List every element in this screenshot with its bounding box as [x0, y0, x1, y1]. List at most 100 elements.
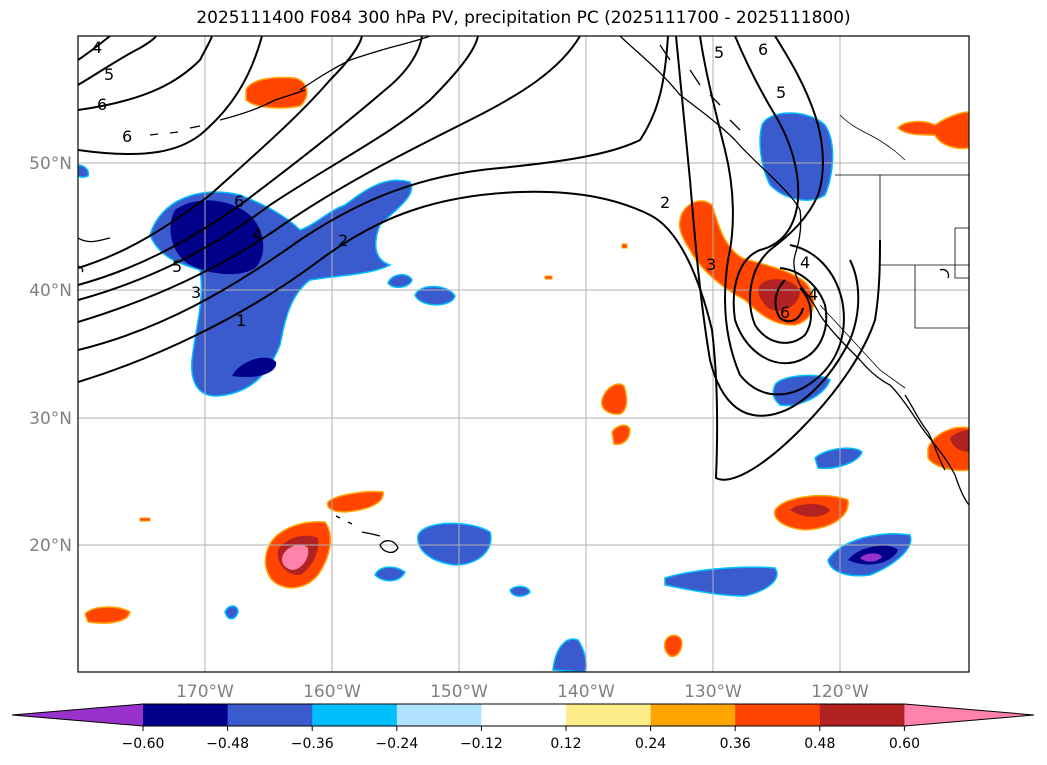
colorbar-tick-label: 0.12	[550, 736, 581, 752]
colorbar-swatch	[481, 704, 567, 726]
pv-contour-5	[78, 36, 423, 286]
precip-pos-dot-3	[621, 243, 628, 249]
colorbar-tick-label: −0.24	[375, 736, 418, 752]
contour-label: 5	[776, 83, 786, 102]
colorbar-swatch	[143, 704, 229, 726]
contour-label: 3	[706, 255, 716, 274]
map-frame	[77, 35, 970, 673]
precip-neg-pnw	[759, 112, 834, 201]
lon-label: 170°W	[176, 682, 234, 702]
precip-neg-mex	[814, 447, 863, 470]
contour-label: 6	[780, 303, 790, 322]
precip-neg-hawaii-e	[417, 522, 492, 566]
pv-contour-trough-1	[675, 36, 860, 417]
colorbar: −0.60 −0.48 −0.36 −0.24 −0.12 0.12 0.24 0.36 0.4…	[11, 703, 1035, 752]
precip-pos-mexico-core	[950, 430, 969, 452]
lat-label: 30°N	[29, 409, 72, 429]
precip-pos-west-coast-core	[758, 279, 800, 311]
precip-pos-dot	[139, 517, 151, 522]
colorbar-swatch	[566, 704, 652, 726]
precip-neg-core	[170, 200, 264, 275]
contour-label: 4	[92, 38, 102, 57]
map-title: 2025111400 F084 300 hPa PV, precipitatio…	[196, 8, 851, 28]
contour-label: 4	[808, 285, 818, 304]
pv-contour-9	[78, 36, 157, 86]
colorbar-tick-label: 0.24	[635, 736, 666, 752]
lat-label: 20°N	[29, 536, 72, 556]
coastlines	[78, 36, 969, 554]
precip-pos-alaska	[245, 76, 308, 109]
pv-contour-3	[78, 36, 581, 323]
contour-label: 4	[252, 225, 262, 244]
latitude-labels: 50°N 40°N 30°N 20°N	[29, 154, 72, 556]
pv-contour-1	[78, 190, 881, 481]
precip-pos-pacific-1	[601, 383, 628, 415]
colorbar-swatch	[312, 704, 398, 726]
colorbar-tick-label: −0.48	[206, 736, 249, 752]
pv-contour-trough-5	[774, 279, 804, 323]
pv-contours	[78, 36, 881, 481]
pv-contour-7	[78, 36, 263, 155]
longitude-labels: 170°W 160°W 150°W 140°W 130°W 120°W	[176, 682, 869, 702]
colorbar-extend-min	[12, 704, 143, 726]
pv-contour-2	[78, 36, 669, 351]
precip-neg-west-edge	[78, 164, 90, 178]
precip-neg-small-1	[387, 274, 413, 288]
pv-contour-6	[78, 36, 363, 269]
colorbar-swatch	[227, 704, 313, 726]
precip-neg-band	[664, 566, 778, 597]
colorbar-tick-label: 0.36	[720, 736, 751, 752]
lon-label: 120°W	[811, 682, 869, 702]
contour-label: 6	[234, 192, 244, 211]
contour-label: 3	[191, 283, 201, 302]
precip-neg-baja	[772, 374, 831, 407]
pv-contour-10	[78, 36, 111, 61]
colorbar-tick-label: −0.12	[460, 736, 503, 752]
precip-pos-central-core	[790, 504, 830, 517]
contour-label: 2	[338, 231, 348, 250]
colorbar-tick-label: −0.36	[291, 736, 334, 752]
precip-pos-hawaii-n	[326, 490, 384, 513]
precip-neg-se-peak	[860, 553, 882, 562]
colorbar-tick-label: −0.60	[122, 736, 165, 752]
precip-neg-small-2	[414, 285, 456, 306]
precip-pos-canada	[896, 111, 969, 150]
contour-label: 2	[660, 193, 670, 212]
lon-label: 160°W	[303, 682, 361, 702]
colorbar-swatch	[396, 704, 482, 726]
contour-label: 4	[800, 253, 810, 272]
pv-contour-trough-4	[749, 36, 824, 344]
contour-label: 5	[714, 43, 724, 62]
lon-label: 150°W	[430, 682, 488, 702]
precip-neg-small-5	[224, 605, 239, 620]
pv-contour-trough-2	[699, 36, 845, 396]
colorbar-swatch	[819, 704, 905, 726]
lat-label: 40°N	[29, 281, 72, 301]
colorbar-swatch	[650, 704, 736, 726]
precip-pos-small	[663, 634, 683, 658]
lon-label: 140°W	[557, 682, 615, 702]
colorbar-tick-label: 0.60	[889, 736, 920, 752]
precip-neg-hawaii-s	[374, 566, 406, 582]
lat-label: 50°N	[29, 154, 72, 174]
pv-contour-4	[78, 36, 479, 301]
colorbar-tick-label: 0.48	[804, 736, 835, 752]
contour-label: 6	[97, 95, 107, 114]
colorbar-swatch	[735, 704, 821, 726]
contour-label: 6	[758, 40, 768, 59]
precip-pos-sw	[84, 606, 131, 624]
contour-label: 6	[122, 127, 132, 146]
contour-label: 1	[236, 311, 246, 330]
pv-contour-trough-3	[732, 36, 828, 365]
colorbar-extend-max	[904, 704, 1034, 726]
precip-neg-small-3	[509, 585, 531, 597]
contour-label: 5	[104, 65, 114, 84]
lon-label: 130°W	[684, 682, 742, 702]
precip-neg-core-south	[232, 357, 277, 378]
precip-pos-dot-2	[544, 275, 553, 280]
pv-contour-8	[78, 36, 213, 111]
borders	[819, 114, 969, 389]
precip-pos-hawaii-w-peak	[282, 544, 309, 570]
precip-pos-pacific-2	[611, 424, 631, 446]
contour-labels: 4 5 6 6 6 5 4 3 2 1 2 3 4 5 6 5 6 4	[92, 38, 818, 330]
